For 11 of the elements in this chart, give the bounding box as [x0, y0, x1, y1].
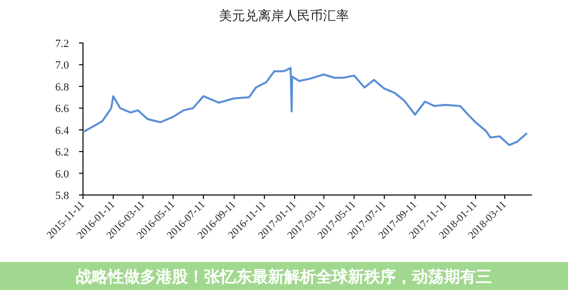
- y-tick-label: 6.8: [55, 81, 70, 94]
- y-tick-label: 7.2: [55, 38, 69, 50]
- text: 战略性做多港股！张忆东最新解析全球新秩序，动荡期有三: [76, 267, 492, 286]
- line-series: [82, 66, 528, 146]
- y-tick-label: 7.0: [55, 60, 70, 72]
- y-tick-label: 6.4: [55, 124, 70, 137]
- y-tick-label: 6.2: [55, 146, 69, 159]
- y-tick-label: 5.8: [55, 190, 70, 202]
- y-tick-label: 6.0: [55, 168, 70, 180]
- y-tick-label: 6.6: [55, 103, 70, 116]
- chart-title: 美元兑离岸人民币汇率: [219, 8, 349, 23]
